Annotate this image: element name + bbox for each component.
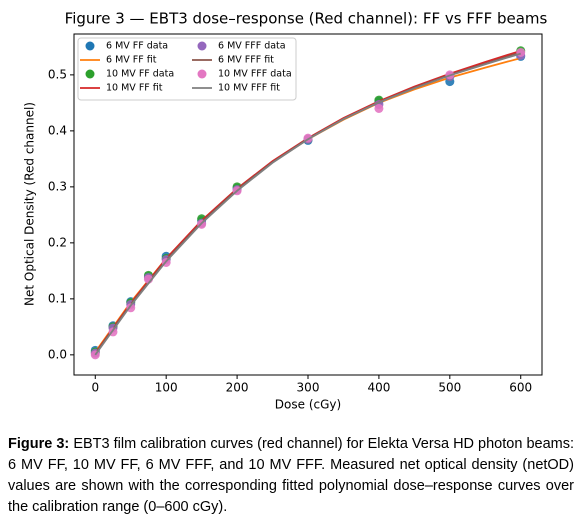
caption: Figure 3: EBT3 film calibration curves (… xyxy=(8,434,574,518)
y-tick-label: 0.4 xyxy=(48,123,67,137)
legend-marker xyxy=(85,69,95,79)
y-axis-label: Net Optical Density (Red channel) xyxy=(23,102,37,306)
caption-label: Figure 3: xyxy=(8,436,70,452)
y-tick-label: 0.3 xyxy=(48,179,67,193)
x-tick-label: 500 xyxy=(438,381,461,395)
x-axis-label: Dose (cGy) xyxy=(275,398,341,412)
legend-marker xyxy=(197,69,207,79)
legend-label: 6 MV FF data xyxy=(106,41,168,52)
x-tick-label: 200 xyxy=(226,381,249,395)
x-tick-label: 600 xyxy=(509,381,532,395)
legend-label: 10 MV FF data xyxy=(106,69,174,80)
y-tick-label: 0.2 xyxy=(48,235,67,249)
fit-line xyxy=(94,57,521,353)
legend-marker xyxy=(85,41,95,51)
legend-label: 6 MV FFF fit xyxy=(218,55,274,66)
x-tick-label: 100 xyxy=(155,381,178,395)
x-tick-label: 0 xyxy=(91,381,99,395)
legend-label: 6 MV FF fit xyxy=(106,55,157,66)
legend-label: 10 MV FF fit xyxy=(106,83,163,94)
chart: Figure 3 — EBT3 dose–response (Red chann… xyxy=(23,10,548,412)
chart-title: Figure 3 — EBT3 dose–response (Red chann… xyxy=(65,10,548,28)
legend-label: 6 MV FFF data xyxy=(218,41,286,52)
y-tick-label: 0.5 xyxy=(48,67,67,81)
x-tick-label: 400 xyxy=(367,381,390,395)
legend-box xyxy=(77,37,297,101)
legend-label: 10 MV FFF fit xyxy=(218,83,280,94)
y-tick-label: 0.0 xyxy=(48,347,67,361)
data-point xyxy=(374,103,384,113)
caption-text: EBT3 film calibration curves (red channe… xyxy=(8,436,575,515)
legend-marker xyxy=(197,41,207,51)
data-point xyxy=(516,47,526,57)
fit-line xyxy=(94,52,521,356)
x-tick-label: 300 xyxy=(297,381,320,395)
y-tick-label: 0.1 xyxy=(48,291,67,305)
legend-label: 10 MV FFF data xyxy=(218,69,292,80)
